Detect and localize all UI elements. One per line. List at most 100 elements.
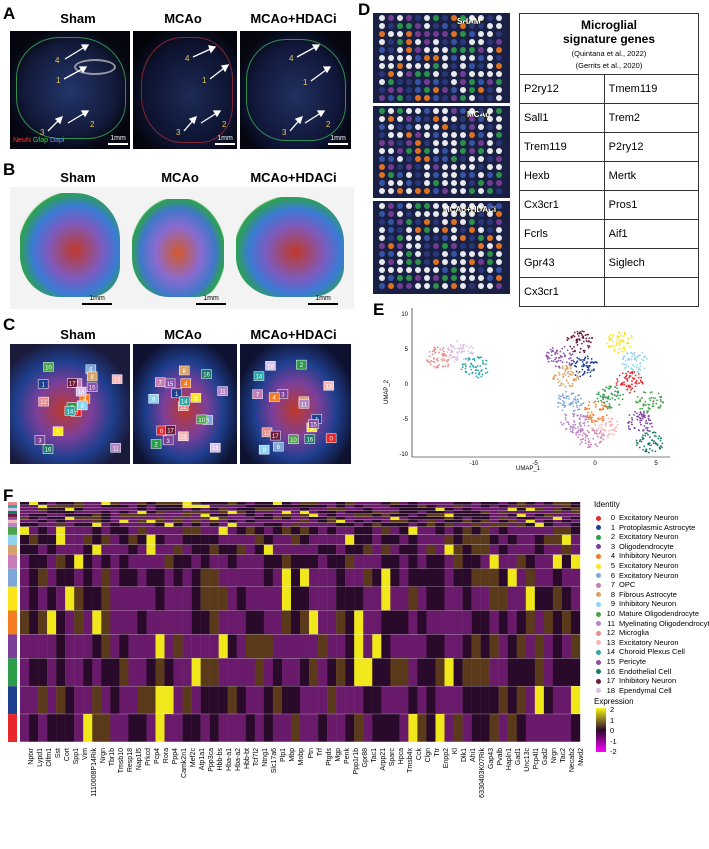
- heatmap-cell: [471, 510, 481, 514]
- heatmap-cell: [209, 634, 219, 659]
- heatmap-cell: [363, 502, 373, 505]
- identity-bar-4: [8, 610, 17, 635]
- umap-point: [564, 368, 567, 371]
- heatmap-cell: [263, 526, 274, 535]
- heatmap-cell: [471, 544, 481, 555]
- heatmap-cell: [408, 714, 418, 742]
- umap-point: [658, 435, 661, 438]
- panel-letter-a: A: [3, 4, 16, 23]
- heatmap-cell: [182, 526, 192, 535]
- umap-point: [436, 357, 439, 360]
- umap-point: [633, 377, 636, 380]
- umap-point: [475, 369, 478, 371]
- umap-point: [647, 406, 650, 409]
- heatmap-cell: [390, 686, 400, 715]
- spot: [451, 79, 457, 85]
- umap-point: [480, 375, 483, 378]
- umap-point: [599, 436, 602, 439]
- spot: [397, 116, 403, 122]
- heatmap-cell: [507, 544, 517, 555]
- umap-point: [568, 397, 570, 400]
- umap-point: [639, 438, 642, 441]
- heatmap-cell: [290, 686, 301, 715]
- heatmap-cell: [381, 554, 391, 569]
- heatmap-cell: [182, 513, 192, 517]
- umap-point: [549, 348, 552, 351]
- panel-d-spots: [379, 15, 502, 289]
- heatmap-cell: [236, 504, 247, 508]
- heatmap-cell: [417, 686, 427, 715]
- legend-label: Mature Oligodendrocyte: [619, 609, 700, 618]
- heatmap-cell: [227, 610, 237, 635]
- heatmap-cell: [534, 502, 545, 505]
- heatmap-cell: [336, 526, 346, 535]
- heatmap-cell: [164, 544, 174, 555]
- heatmap-cell: [209, 544, 219, 555]
- umap-point: [484, 372, 487, 375]
- spot: [379, 63, 385, 69]
- spot: [415, 124, 421, 130]
- umap-point: [567, 395, 570, 398]
- heatmap-cell: [489, 586, 499, 611]
- heatmap-cell: [47, 507, 57, 511]
- heatmap-cell: [29, 519, 39, 523]
- heatmap-cell: [345, 510, 355, 514]
- umap-point: [646, 422, 649, 425]
- spot: [433, 47, 439, 53]
- spot: [424, 188, 430, 194]
- heatmap-cell: [92, 586, 102, 611]
- umap-point: [562, 376, 565, 378]
- heatmap-cell: [227, 634, 237, 659]
- heatmap-cell: [444, 516, 454, 520]
- identity-legend-item: 10 Mature Oligodendrocyte: [596, 609, 699, 618]
- spot: [469, 47, 475, 53]
- gene-label: Olfm1: [45, 748, 53, 767]
- spot: [406, 23, 412, 29]
- heatmap-cell: [498, 534, 508, 545]
- heatmap-cell: [101, 686, 111, 715]
- spot: [415, 47, 421, 53]
- heatmap-cell: [20, 586, 30, 611]
- umap-point: [586, 411, 589, 414]
- heatmap-cell: [65, 513, 75, 517]
- heatmap-cell: [191, 554, 201, 569]
- umap-point: [551, 347, 554, 349]
- heatmap-cell: [327, 516, 337, 520]
- identity-legend-item: 15 Pericyte: [596, 657, 646, 666]
- heatmap-cell: [471, 502, 481, 505]
- heatmap-cell: [101, 714, 111, 742]
- heatmap-cell: [399, 513, 409, 517]
- gene-cell-right: Tmem119: [603, 74, 700, 104]
- spot: [496, 211, 502, 217]
- heatmap-cell: [480, 526, 490, 535]
- heatmap-cell: [354, 502, 364, 505]
- spot: [478, 227, 484, 233]
- umap-point: [648, 415, 650, 417]
- heatmap-cell: [399, 519, 409, 523]
- spot: [415, 211, 421, 217]
- umap-point: [635, 366, 638, 369]
- heatmap-cell: [489, 504, 499, 508]
- heatmap-cell: [47, 522, 57, 527]
- cluster-label-16: 16: [42, 444, 54, 454]
- umap-point: [581, 365, 583, 368]
- umap-point: [639, 399, 642, 401]
- umap-point: [634, 358, 637, 361]
- heatmap-cell: [290, 586, 301, 611]
- heatmap-cell: [236, 516, 247, 520]
- umap-point: [578, 394, 581, 397]
- heatmap-cell: [408, 516, 418, 520]
- umap-point: [573, 350, 576, 353]
- spot: [451, 180, 457, 186]
- heatmap-cell: [444, 519, 454, 523]
- heatmap-cell: [128, 610, 138, 635]
- heatmap-cell: [128, 510, 138, 514]
- heatmap-cell: [336, 510, 346, 514]
- umap-point: [610, 392, 613, 395]
- heatmap-cell: [363, 510, 373, 514]
- umap-point: [582, 422, 585, 425]
- heatmap-cell: [272, 634, 283, 659]
- heatmap-cell: [309, 502, 319, 505]
- spot: [433, 95, 439, 101]
- spot: [451, 259, 457, 265]
